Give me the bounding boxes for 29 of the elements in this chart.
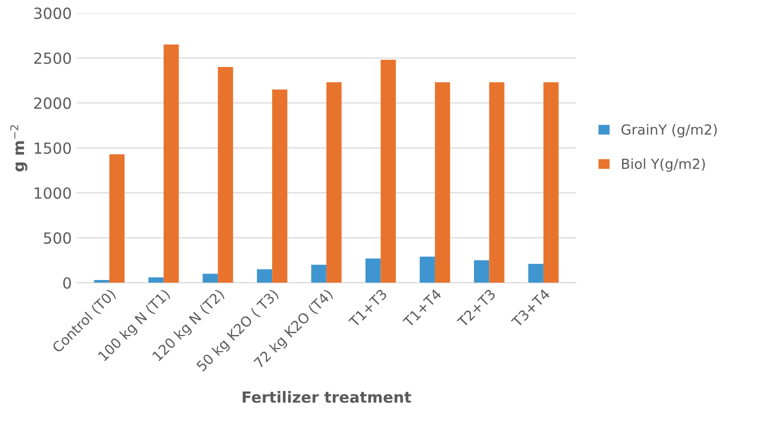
bar	[528, 264, 544, 283]
bar	[256, 269, 272, 283]
y-tick-label: 0	[63, 277, 71, 289]
y-tick-label: 2000	[34, 97, 71, 109]
bar	[420, 256, 435, 283]
bar	[202, 274, 218, 283]
bar	[474, 260, 490, 283]
bar	[380, 60, 396, 283]
bar	[326, 82, 342, 283]
bar	[272, 89, 288, 283]
bar	[365, 258, 381, 283]
bar	[543, 82, 559, 283]
legend-label: GrainY (g/m2)	[621, 124, 717, 138]
y-axis-title: g m$^{−2}$	[10, 125, 28, 172]
bar	[94, 280, 110, 283]
bar	[434, 82, 450, 283]
y-tick-label: 3000	[34, 8, 71, 20]
legend-label: Biol Y(g/m2)	[622, 158, 705, 172]
bar	[148, 277, 164, 283]
y-tick-label: 500	[44, 232, 71, 244]
y-tick-label: 2500	[34, 52, 71, 64]
x-axis-title: Fertilizer treatment	[242, 391, 412, 403]
bar	[109, 154, 125, 283]
y-tick-label: 1000	[34, 187, 71, 199]
bar	[218, 66, 234, 283]
bar	[311, 264, 326, 283]
bar	[164, 44, 179, 283]
y-tick-label: 1500	[34, 142, 71, 154]
bar	[489, 82, 504, 283]
